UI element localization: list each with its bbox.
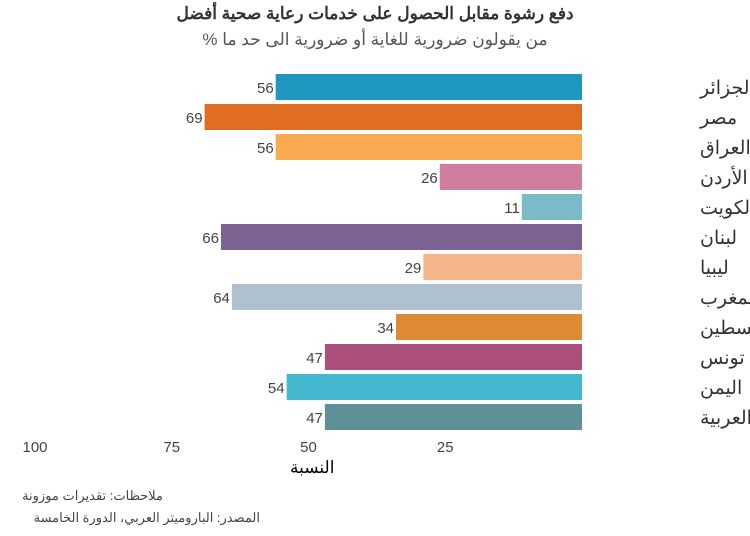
- x-tick-label: 25: [437, 439, 454, 456]
- chart-subtitle: % من يقولون ضرورية للغاية أو ضرورية الى …: [202, 30, 548, 49]
- category-label: فلسطين: [700, 318, 750, 339]
- bar: [220, 224, 583, 250]
- bar: [439, 164, 582, 190]
- category-label: ليبيا: [700, 258, 729, 279]
- bar: [231, 284, 583, 310]
- data-label: 29: [405, 260, 422, 277]
- data-label: 56: [257, 140, 274, 157]
- data-label: 34: [377, 320, 394, 337]
- bar: [275, 134, 582, 160]
- category-label: الأردن: [700, 165, 748, 189]
- chart-source: المصدر: البارومیتر العربي، الدورة الخامس…: [33, 510, 260, 525]
- data-label: 47: [306, 410, 323, 427]
- category-label: المغرب: [700, 288, 750, 309]
- bar: [521, 194, 582, 220]
- category-label: الجزائر: [699, 78, 750, 99]
- category-label: اليمن: [700, 378, 742, 399]
- data-label: 54: [268, 380, 285, 397]
- x-axis-label: النسبة: [290, 458, 335, 477]
- bar: [286, 374, 582, 400]
- x-tick-label: 75: [163, 439, 180, 456]
- bar: [275, 74, 582, 100]
- data-label: 56: [257, 80, 274, 97]
- data-label: 64: [213, 290, 230, 307]
- data-label: 66: [202, 230, 219, 247]
- bar: [324, 404, 582, 430]
- data-label: 69: [186, 110, 203, 127]
- chart-title: دفع رشوة مقابل الحصول على خدمات رعاية صح…: [176, 4, 574, 23]
- x-tick-label: 100: [22, 439, 47, 456]
- bar: [423, 254, 582, 280]
- category-label: الكويت: [700, 198, 750, 219]
- data-label: 47: [306, 350, 323, 367]
- category-label: الدول العربية: [700, 408, 750, 429]
- data-label: 26: [421, 170, 438, 187]
- chart-note: ملاحظات: تقديرات موزونة: [22, 488, 163, 503]
- category-label: العراق: [700, 138, 750, 159]
- category-label: تونس: [700, 348, 745, 369]
- category-label: مصر: [699, 108, 737, 129]
- data-label: 11: [504, 200, 520, 217]
- bar: [324, 344, 582, 370]
- category-label: لبنان: [700, 228, 737, 249]
- x-tick-label: 50: [300, 439, 317, 456]
- bar: [396, 314, 582, 340]
- bar: [204, 104, 582, 130]
